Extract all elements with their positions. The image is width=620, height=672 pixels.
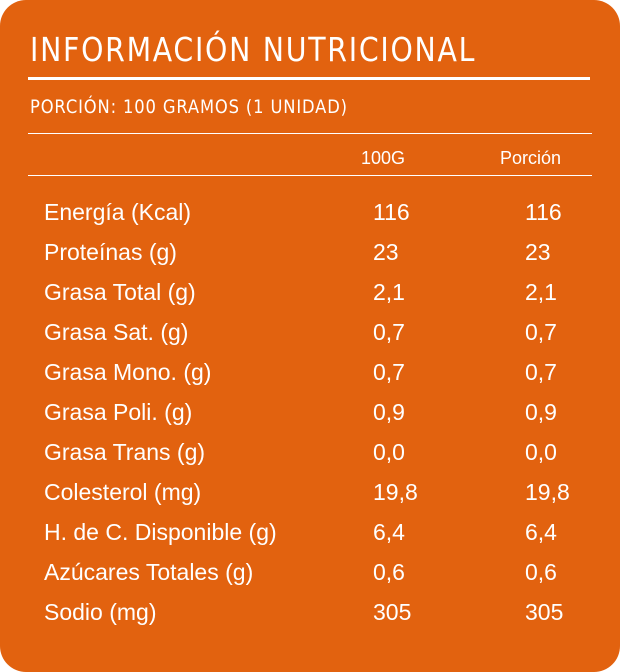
nutrient-row: Grasa Total (g) 2,1 2,1: [0, 272, 620, 312]
nutrient-row: Proteínas (g) 23 23: [0, 232, 620, 272]
nutrient-value-100g: 0,0: [373, 439, 405, 465]
nutrient-value-portion: 116: [525, 199, 562, 225]
serving-size: PORCIÓN: 100 GRAMOS (1 UNIDAD): [30, 96, 348, 118]
nutrient-label: Azúcares Totales (g): [44, 559, 254, 585]
nutrient-row: Grasa Mono. (g) 0,7 0,7: [0, 352, 620, 392]
nutrient-row: Azúcares Totales (g) 0,6 0,6: [0, 552, 620, 592]
nutrient-label: Grasa Poli. (g): [44, 399, 193, 425]
nutrient-value-100g: 0,9: [373, 399, 405, 425]
nutrition-title: INFORMACIÓN NUTRICIONAL: [30, 30, 477, 69]
nutrient-value-100g: 0,6: [373, 559, 405, 585]
nutrient-value-portion: 0,0: [525, 439, 557, 465]
nutrient-value-100g: 0,7: [373, 359, 405, 385]
nutrient-value-portion: 19,8: [525, 479, 570, 505]
nutrient-label: Grasa Sat. (g): [44, 319, 189, 345]
nutrient-row: Grasa Poli. (g) 0,9 0,9: [0, 392, 620, 432]
nutrient-value-100g: 19,8: [373, 479, 418, 505]
nutrient-value-portion: 0,9: [525, 399, 557, 425]
nutrient-value-100g: 2,1: [373, 279, 405, 305]
header-divider: [28, 175, 592, 176]
nutrient-value-100g: 116: [373, 199, 410, 225]
nutrient-value-portion: 23: [525, 239, 551, 265]
column-header-portion: Porción: [500, 148, 562, 168]
nutrient-value-100g: 0,7: [373, 319, 405, 345]
nutrient-value-portion: 0,7: [525, 359, 557, 385]
nutrient-value-portion: 0,7: [525, 319, 557, 345]
nutrient-value-portion: 2,1: [525, 279, 557, 305]
nutrient-label: H. de C. Disponible (g): [44, 519, 277, 545]
nutrient-row: Grasa Sat. (g) 0,7 0,7: [0, 312, 620, 352]
nutrient-label: Proteínas (g): [44, 239, 177, 265]
column-header-100g: 100G: [361, 148, 406, 168]
nutrient-row: Colesterol (mg) 19,8 19,8: [0, 472, 620, 512]
nutrient-row: Energía (Kcal) 116 116: [0, 192, 620, 232]
title-divider: [28, 77, 590, 80]
nutrient-label: Colesterol (mg): [44, 479, 202, 505]
nutrient-label: Grasa Mono. (g): [44, 359, 212, 385]
nutrient-table: Energía (Kcal) 116 116 Proteínas (g) 23 …: [0, 192, 620, 632]
nutrient-label: Energía (Kcal): [44, 199, 192, 225]
nutrient-label: Sodio (mg): [44, 599, 157, 625]
serving-divider: [28, 133, 592, 134]
nutrient-value-100g: 23: [373, 239, 399, 265]
nutrient-label: Grasa Total (g): [44, 279, 196, 305]
nutrient-value-portion: 0,6: [525, 559, 557, 585]
nutrient-value-portion: 6,4: [525, 519, 557, 545]
nutrient-row: Grasa Trans (g) 0,0 0,0: [0, 432, 620, 472]
nutrient-value-portion: 305: [525, 599, 564, 625]
nutrient-row: Sodio (mg) 305 305: [0, 592, 620, 632]
nutrient-label: Grasa Trans (g): [44, 439, 206, 465]
nutrient-value-100g: 6,4: [373, 519, 405, 545]
nutrient-value-100g: 305: [373, 599, 412, 625]
nutrient-row: H. de C. Disponible (g) 6,4 6,4: [0, 512, 620, 552]
